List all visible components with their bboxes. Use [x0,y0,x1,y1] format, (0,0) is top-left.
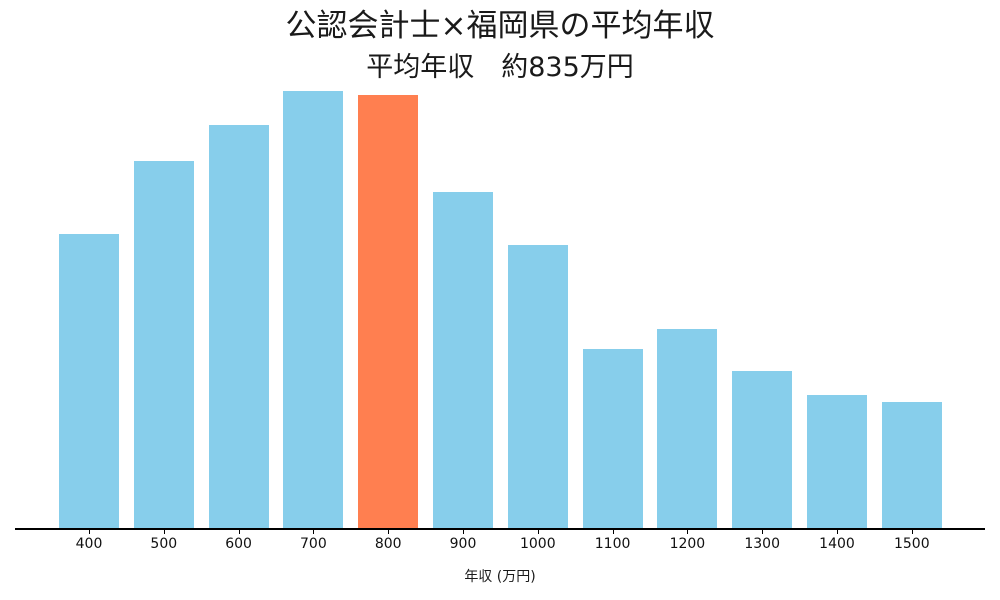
x-tick [388,529,390,534]
chart-subtitle: 平均年収 約835万円 [366,52,634,83]
x-tick-label: 600 [225,536,252,552]
x-tick [762,529,764,534]
bar-700 [283,91,344,529]
bar-400 [59,234,119,529]
x-tick-label: 400 [75,536,103,552]
x-tick [612,529,614,534]
x-tick [89,529,90,534]
x-tick-label: 1000 [519,536,556,552]
bar-1500 [881,402,942,529]
x-tick [238,529,240,534]
bar-1200 [657,329,718,529]
x-tick-label: 1200 [669,536,706,552]
bar-1100 [582,349,643,529]
bar-500 [133,161,194,529]
x-tick-label: 1500 [893,536,930,552]
x-tick [313,529,315,534]
chart-title: 公認会計士×福岡県の平均年収 [285,8,715,44]
bar-1000 [507,245,568,529]
bar-600 [208,125,269,529]
bar-800 [358,95,419,529]
x-tick [911,529,913,534]
x-tick-label: 1300 [744,536,780,552]
x-tick [163,529,165,534]
x-tick-label: 500 [150,536,178,552]
bar-900 [433,192,493,529]
x-axis-line [15,528,985,530]
x-tick [537,529,539,534]
x-tick-label: 900 [449,536,477,552]
x-tick-label: 1400 [819,536,855,552]
x-tick [687,529,689,534]
x-tick-label: 800 [374,536,402,552]
bar-1400 [807,395,867,529]
x-tick-label: 700 [300,536,327,552]
x-tick [837,529,838,534]
x-tick [463,529,464,534]
x-axis-label: 年収 (万円) [464,569,536,585]
bar-1300 [732,371,793,529]
x-tick-label: 1100 [594,536,631,552]
